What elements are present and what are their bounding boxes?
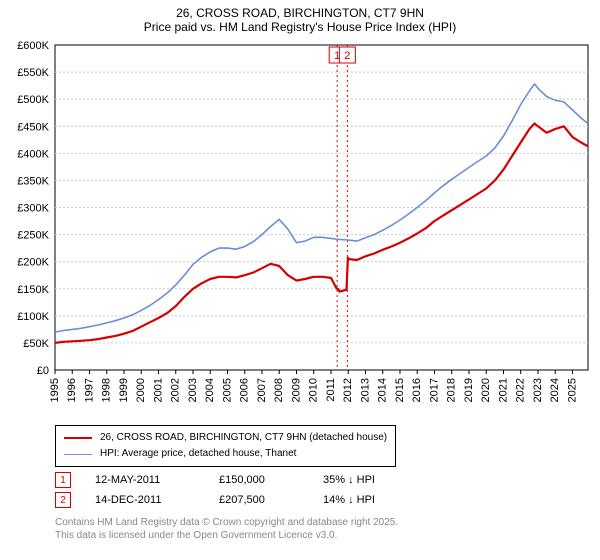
svg-text:2023: 2023 bbox=[532, 378, 544, 402]
chart-title: 26, CROSS ROAD, BIRCHINGTON, CT7 9HN bbox=[0, 6, 600, 20]
svg-text:£450K: £450K bbox=[17, 121, 49, 133]
svg-text:2003: 2003 bbox=[187, 378, 199, 402]
svg-text:£100K: £100K bbox=[17, 311, 49, 323]
svg-text:2: 2 bbox=[344, 50, 350, 62]
transaction-row: 2 14-DEC-2011 £207,500 14% ↓ HPI bbox=[55, 490, 403, 510]
svg-text:2018: 2018 bbox=[446, 378, 458, 402]
transaction-hpi: 35% ↓ HPI bbox=[323, 474, 403, 486]
svg-text:2013: 2013 bbox=[359, 378, 371, 402]
svg-text:£250K: £250K bbox=[17, 230, 49, 242]
svg-text:£600K: £600K bbox=[17, 40, 49, 52]
svg-text:2008: 2008 bbox=[273, 378, 285, 402]
svg-text:1996: 1996 bbox=[66, 378, 78, 402]
legend-swatch bbox=[64, 437, 92, 439]
svg-text:1997: 1997 bbox=[83, 378, 95, 402]
footer-line-1: Contains HM Land Registry data © Crown c… bbox=[55, 516, 398, 529]
svg-text:£300K: £300K bbox=[17, 203, 49, 215]
transaction-hpi: 14% ↓ HPI bbox=[323, 494, 403, 506]
legend-swatch bbox=[64, 454, 92, 455]
svg-text:2002: 2002 bbox=[170, 378, 182, 402]
svg-text:£150K: £150K bbox=[17, 284, 49, 296]
transaction-marker: 2 bbox=[55, 492, 71, 508]
svg-text:2005: 2005 bbox=[221, 378, 233, 402]
svg-text:£200K: £200K bbox=[17, 257, 49, 269]
svg-text:2006: 2006 bbox=[239, 378, 251, 402]
chart-subtitle: Price paid vs. HM Land Registry's House … bbox=[0, 20, 600, 34]
svg-text:£350K: £350K bbox=[17, 175, 49, 187]
svg-text:£500K: £500K bbox=[17, 94, 49, 106]
svg-text:2020: 2020 bbox=[480, 378, 492, 402]
legend: 26, CROSS ROAD, BIRCHINGTON, CT7 9HN (de… bbox=[55, 425, 396, 467]
svg-text:2025: 2025 bbox=[566, 378, 578, 402]
legend-label: HPI: Average price, detached house, Than… bbox=[100, 446, 296, 462]
svg-text:£400K: £400K bbox=[17, 148, 49, 160]
svg-text:2009: 2009 bbox=[290, 378, 302, 402]
transaction-row: 1 12-MAY-2011 £150,000 35% ↓ HPI bbox=[55, 470, 403, 490]
legend-item: 26, CROSS ROAD, BIRCHINGTON, CT7 9HN (de… bbox=[64, 430, 387, 446]
transaction-date: 14-DEC-2011 bbox=[95, 494, 195, 506]
transaction-marker: 1 bbox=[55, 472, 71, 488]
svg-text:2011: 2011 bbox=[325, 378, 337, 402]
svg-text:2001: 2001 bbox=[152, 378, 164, 402]
line-chart: £0 £50K £100K £150K £200K £250K £300K £350K £400… bbox=[0, 40, 600, 420]
footer-attribution: Contains HM Land Registry data © Crown c… bbox=[55, 516, 398, 542]
svg-text:2016: 2016 bbox=[411, 378, 423, 402]
svg-text:2000: 2000 bbox=[135, 378, 147, 402]
svg-text:2012: 2012 bbox=[342, 378, 354, 402]
svg-text:£550K: £550K bbox=[17, 67, 49, 79]
svg-text:1998: 1998 bbox=[101, 378, 113, 402]
svg-text:£0: £0 bbox=[37, 365, 49, 377]
footer-line-2: This data is licensed under the Open Gov… bbox=[55, 529, 398, 542]
svg-text:2024: 2024 bbox=[549, 378, 561, 402]
svg-text:2004: 2004 bbox=[204, 378, 216, 402]
transaction-price: £150,000 bbox=[219, 474, 299, 486]
transaction-price: £207,500 bbox=[219, 494, 299, 506]
svg-text:2007: 2007 bbox=[256, 378, 268, 402]
svg-text:2014: 2014 bbox=[377, 378, 389, 402]
transactions-table: 1 12-MAY-2011 £150,000 35% ↓ HPI 2 14-DEC-201… bbox=[55, 470, 403, 510]
svg-text:2015: 2015 bbox=[394, 378, 406, 402]
legend-item: HPI: Average price, detached house, Than… bbox=[64, 446, 387, 462]
svg-text:2017: 2017 bbox=[428, 378, 440, 402]
svg-text:1995: 1995 bbox=[49, 378, 61, 402]
svg-text:2019: 2019 bbox=[463, 378, 475, 402]
svg-text:£50K: £50K bbox=[23, 338, 49, 350]
transaction-date: 12-MAY-2011 bbox=[95, 474, 195, 486]
svg-text:1999: 1999 bbox=[118, 378, 130, 402]
svg-text:2022: 2022 bbox=[515, 378, 527, 402]
svg-text:2010: 2010 bbox=[308, 378, 320, 402]
legend-label: 26, CROSS ROAD, BIRCHINGTON, CT7 9HN (de… bbox=[100, 430, 387, 446]
svg-text:2021: 2021 bbox=[497, 378, 509, 402]
